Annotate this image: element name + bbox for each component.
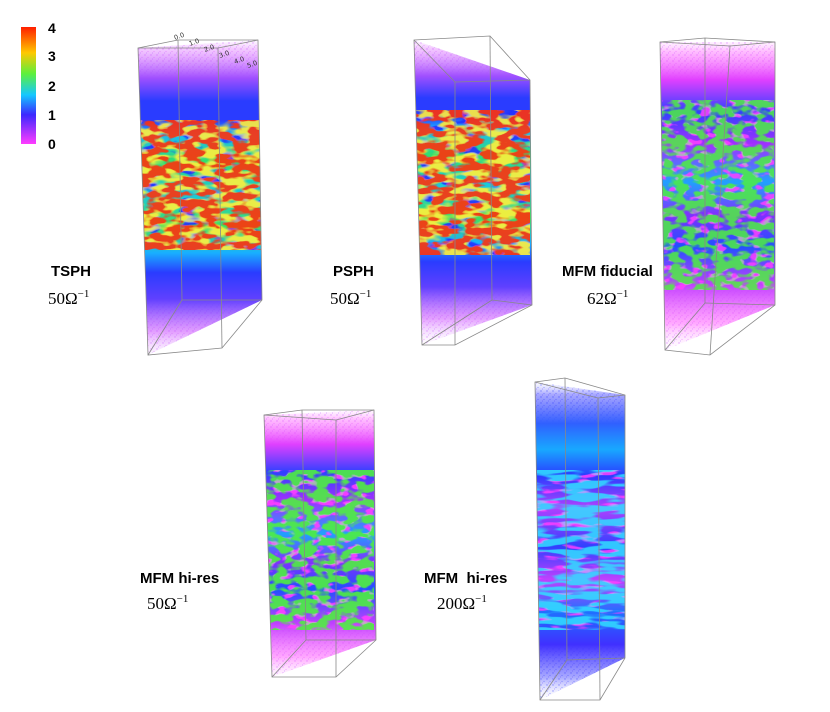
colorbar-tick-2: 2 (48, 78, 56, 94)
axis-tick: 3.0 (218, 49, 230, 60)
rotation-rate: 200Ω−1 (437, 593, 487, 613)
rotation-rate: 50Ω−1 (147, 593, 188, 613)
slab-render-mfm-hires-200 (535, 382, 625, 700)
slab-render-mfm-hires-50 (264, 410, 376, 677)
panel-title: MFM hi-res (140, 570, 219, 587)
slab-render-mfm-fiducial (660, 42, 775, 350)
slab-render-psph (414, 40, 532, 345)
panel-title: MFM hi-res (424, 570, 507, 587)
colorbar-gradient (21, 27, 36, 144)
colorbar-tick-3: 3 (48, 48, 56, 64)
axis-tick: 2.0 (203, 43, 215, 54)
panel-title: PSPH (333, 263, 374, 280)
bounding-box-mfm-hires-50 (263, 409, 377, 678)
bounding-box-psph (413, 35, 533, 346)
axis-tick: 5.0 (246, 59, 258, 70)
rotation-rate: 62Ω−1 (587, 288, 628, 308)
panel-tsph: 0.0 1.0 2.0 3.0 4.0 5.0 TSPH 50Ω−1 (48, 31, 263, 356)
bounding-box-tsph (137, 39, 263, 356)
rotation-rate: 50Ω−1 (330, 288, 371, 308)
panel-mfm-fiducial: MFM fiducial 62Ω−1 (562, 37, 776, 356)
panel-psph: PSPH 50Ω−1 (330, 35, 533, 346)
colorbar-tick-1: 1 (48, 107, 56, 123)
rotation-rate: 50Ω−1 (48, 288, 89, 308)
axis-ticks: 0.0 1.0 2.0 3.0 4.0 5.0 (173, 31, 258, 70)
panel-title: MFM fiducial (562, 263, 653, 280)
panel-title: TSPH (51, 263, 91, 280)
axis-tick: 0.0 (173, 31, 185, 42)
bounding-box-mfm-fiducial (659, 37, 776, 356)
axis-tick: 1.0 (188, 37, 200, 48)
colorbar-tick-0: 0 (48, 136, 56, 152)
axis-tick: 4.0 (233, 55, 245, 66)
bounding-box-mfm-hires-200 (534, 377, 626, 701)
slab-render-tsph (138, 40, 262, 355)
colorbar-tick-4: 4 (48, 20, 56, 36)
panel-mfm-hires-200: MFM hi-res 200Ω−1 (424, 377, 626, 701)
panel-mfm-hires-50: MFM hi-res 50Ω−1 (140, 409, 377, 678)
colorbar: 4 3 2 1 0 (21, 20, 56, 152)
